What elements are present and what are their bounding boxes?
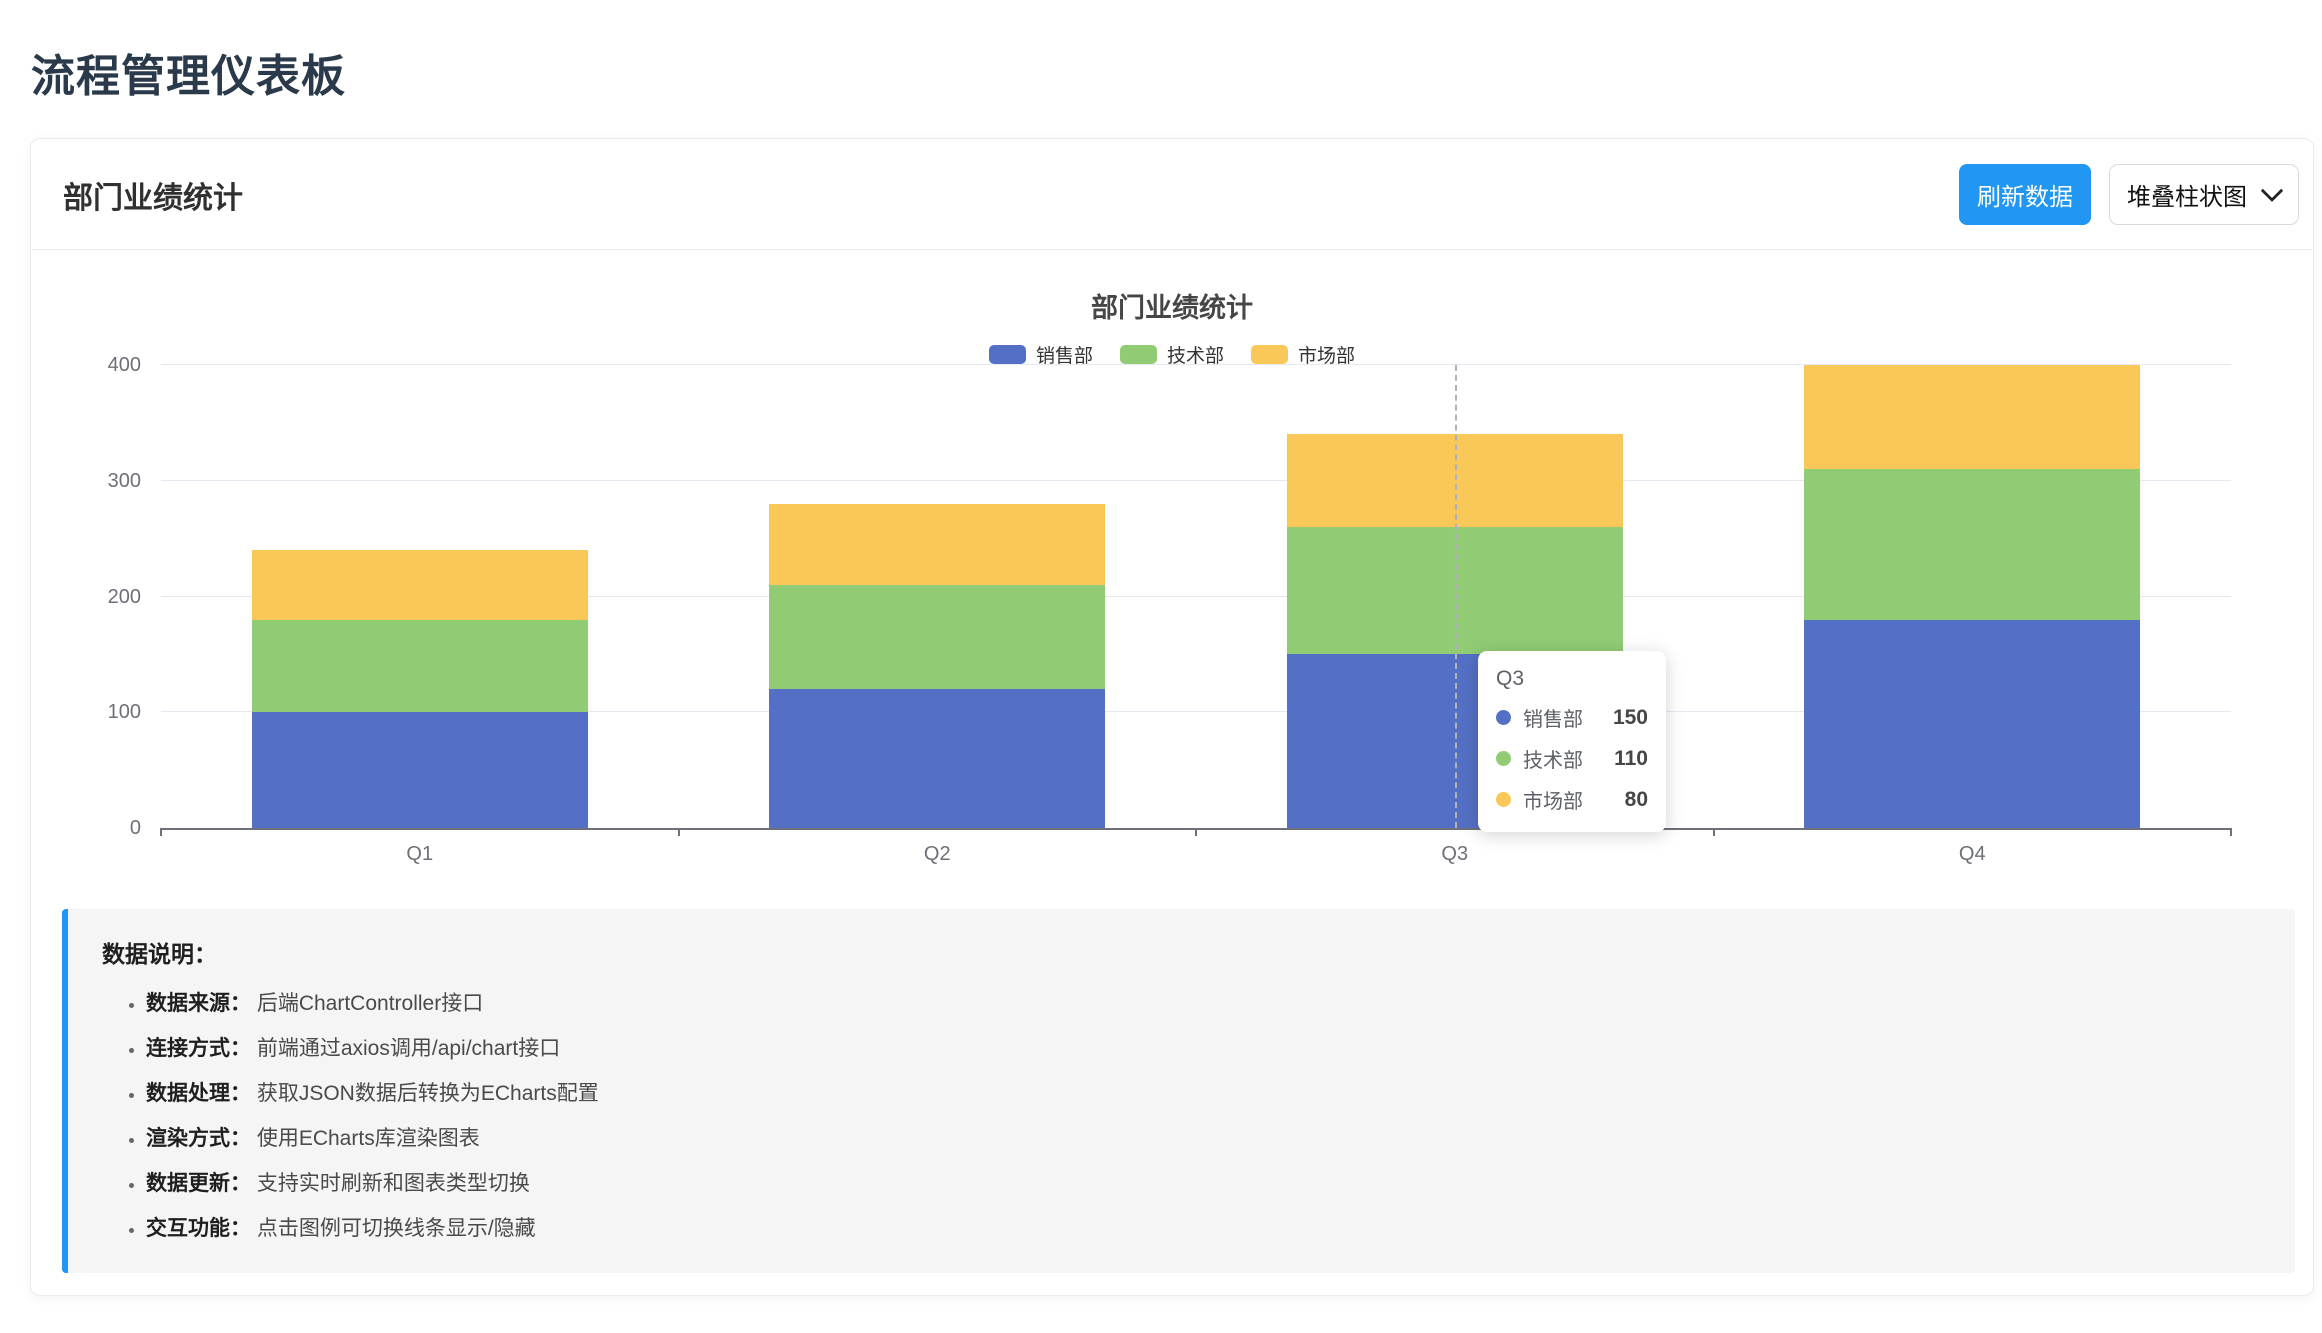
note-item-label: 数据来源： xyxy=(146,992,251,1015)
note-item-text: 后端ChartController接口 xyxy=(251,992,484,1015)
axis-tick xyxy=(2230,828,2232,836)
tooltip-series-dot-icon xyxy=(1496,792,1511,807)
note-item: 交互功能： 点击图例可切换线条显示/隐藏 xyxy=(146,1218,2265,1240)
x-axis-label: Q4 xyxy=(1958,843,1986,865)
card-title: 部门业绩统计 xyxy=(63,181,243,215)
note-item: 数据更新： 支持实时刷新和图表类型切换 xyxy=(146,1173,2265,1195)
legend-swatch-icon xyxy=(1251,345,1288,364)
tooltip-series-dot-icon xyxy=(1496,710,1511,725)
chart: 部门业绩统计 销售部 技术部 市场部 0 100 200 300 400 Q1 Q2 Q3 Q4 Q3… xyxy=(31,250,2313,895)
tooltip-series-value: 110 xyxy=(1614,746,1648,770)
axis-tick xyxy=(677,828,680,836)
bar-segment-销售部-Q4[interactable] xyxy=(1804,619,2141,828)
bar-segment-市场部-Q4[interactable] xyxy=(1804,365,2141,470)
x-axis-label: Q2 xyxy=(923,843,951,865)
bar-segment-技术部-Q1[interactable] xyxy=(251,619,588,713)
bar-segment-技术部-Q2[interactable] xyxy=(769,584,1106,690)
notes-heading: 数据说明： xyxy=(102,941,217,967)
bar-segment-市场部-Q1[interactable] xyxy=(251,550,588,620)
x-axis-label: Q1 xyxy=(406,843,434,865)
tooltip-title: Q3 xyxy=(1496,667,1525,690)
chart-type-select[interactable]: 堆叠柱状图 xyxy=(2109,164,2299,225)
chevron-down-icon xyxy=(2260,178,2284,202)
legend-item-销售部[interactable]: 销售部 xyxy=(988,341,1093,368)
y-axis-label: 300 xyxy=(107,469,141,492)
dashboard-card: 部门业绩统计 刷新数据 堆叠柱状图 部门业绩统计 销售部 技术部 市场部 0 100 2… xyxy=(30,138,2314,1296)
tooltip: Q3 销售部 150 技术部 110 市场部 80 xyxy=(1478,651,1666,832)
note-item-text: 支持实时刷新和图表类型切换 xyxy=(251,1172,530,1195)
legend-swatch-icon xyxy=(1119,345,1157,364)
legend-label: 市场部 xyxy=(1298,346,1356,367)
card-controls: 刷新数据 堆叠柱状图 xyxy=(1959,164,2299,225)
chart-plot-area: 0 100 200 300 400 Q1 Q2 Q3 Q4 Q3 销售部 150 技术部 110 市场部 80 xyxy=(108,354,2232,865)
notes-panel: 数据说明： 数据来源： 后端ChartController接口连接方式： 前端通… xyxy=(62,909,2295,1273)
y-axis-label: 0 xyxy=(129,817,141,839)
axis-tick xyxy=(160,828,162,836)
note-item-label: 数据处理： xyxy=(146,1082,251,1105)
axis-pointer-line xyxy=(1454,365,1457,828)
tooltip-series-label: 技术部 xyxy=(1523,750,1583,772)
note-item-label: 交互功能： xyxy=(146,1217,251,1240)
tooltip-series-value: 150 xyxy=(1612,705,1648,729)
chart-legend: 销售部 技术部 市场部 xyxy=(31,341,2313,368)
page-title: 流程管理仪表板 xyxy=(31,52,346,101)
bar-segment-销售部-Q1[interactable] xyxy=(251,712,588,828)
legend-label: 技术部 xyxy=(1166,346,1224,367)
legend-item-技术部[interactable]: 技术部 xyxy=(1119,341,1224,368)
axis-tick xyxy=(1195,828,1197,836)
legend-swatch-icon xyxy=(988,345,1026,364)
tooltip-series-label: 销售部 xyxy=(1523,709,1583,731)
y-gridline xyxy=(161,364,2231,365)
y-axis-label: 100 xyxy=(107,701,141,724)
note-item: 数据处理： 获取JSON数据后转换为ECharts配置 xyxy=(146,1083,2265,1105)
y-gridline xyxy=(161,711,2231,713)
y-axis-label: 200 xyxy=(107,585,141,608)
tooltip-series-dot-icon xyxy=(1496,751,1511,766)
tooltip-series-value: 80 xyxy=(1624,787,1648,811)
note-item-text: 使用ECharts库渲染图表 xyxy=(251,1127,480,1150)
notes-list: 数据来源： 后端ChartController接口连接方式： 前端通过axios… xyxy=(102,993,2265,1240)
y-gridline xyxy=(161,479,2231,481)
note-item-label: 连接方式： xyxy=(146,1037,251,1060)
note-item-text: 获取JSON数据后转换为ECharts配置 xyxy=(251,1082,599,1105)
legend-item-市场部[interactable]: 市场部 xyxy=(1251,341,1355,368)
note-item-text: 点击图例可切换线条显示/隐藏 xyxy=(251,1217,536,1240)
note-item-label: 数据更新： xyxy=(146,1172,251,1195)
bar-segment-技术部-Q4[interactable] xyxy=(1804,469,2141,620)
note-item: 连接方式： 前端通过axios调用/api/chart接口 xyxy=(146,1038,2265,1060)
chart-title: 部门业绩统计 xyxy=(1091,293,1253,323)
refresh-data-button[interactable]: 刷新数据 xyxy=(1959,164,2091,225)
note-item-text: 前端通过axios调用/api/chart接口 xyxy=(251,1037,561,1060)
bar-segment-市场部-Q2[interactable] xyxy=(769,503,1106,585)
y-gridline xyxy=(161,595,2231,597)
chart-type-select-value: 堆叠柱状图 xyxy=(2127,184,2247,211)
note-item: 数据来源： 后端ChartController接口 xyxy=(146,993,2265,1015)
axis-tick xyxy=(1712,828,1715,836)
x-axis-label: Q3 xyxy=(1441,843,1469,865)
tooltip-row: 技术部 110 xyxy=(1496,744,1648,773)
bar-segment-销售部-Q2[interactable] xyxy=(769,689,1106,828)
y-axis-label: 400 xyxy=(107,354,141,376)
tooltip-row: 销售部 150 xyxy=(1496,703,1648,732)
card-header: 部门业绩统计 刷新数据 堆叠柱状图 xyxy=(31,139,2313,250)
tooltip-series-label: 市场部 xyxy=(1523,791,1583,813)
note-item: 渲染方式： 使用ECharts库渲染图表 xyxy=(146,1128,2265,1150)
legend-label: 销售部 xyxy=(1035,346,1093,367)
tooltip-row: 市场部 80 xyxy=(1496,785,1648,814)
note-item-label: 渲染方式： xyxy=(146,1127,251,1150)
